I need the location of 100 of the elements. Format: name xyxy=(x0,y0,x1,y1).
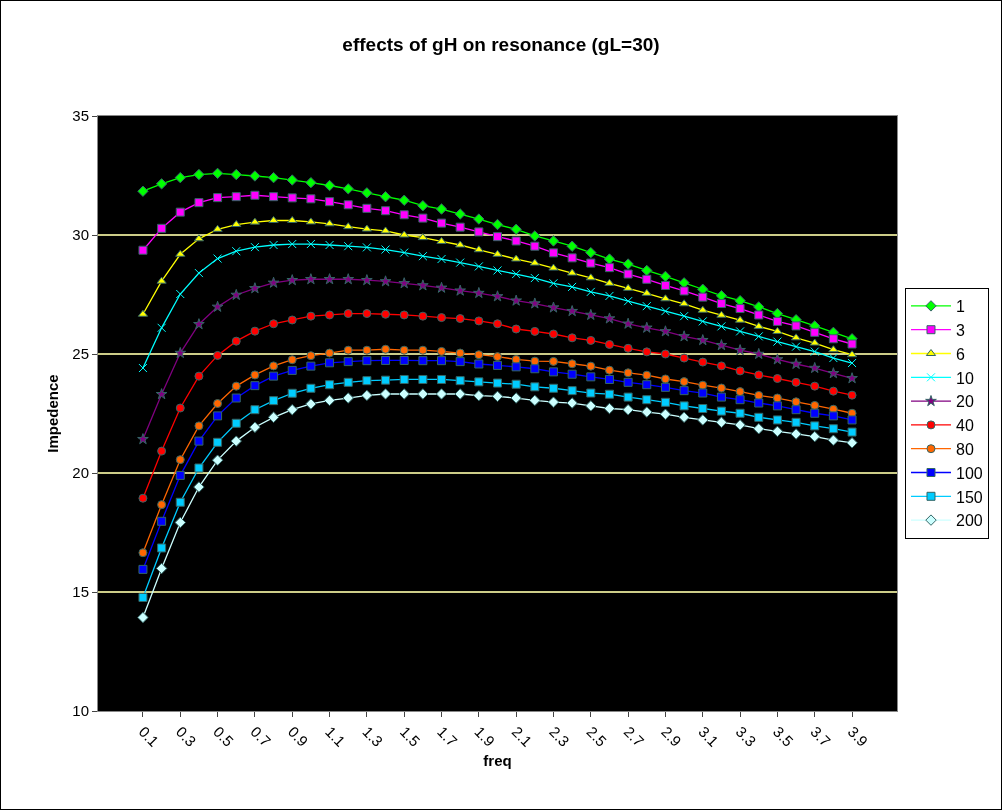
point xyxy=(791,321,801,331)
point xyxy=(361,274,373,286)
x-tick-label: 1.5 xyxy=(396,722,424,750)
point xyxy=(417,200,429,212)
x-tick-label: 0.1 xyxy=(135,722,163,750)
point xyxy=(399,248,409,258)
point xyxy=(548,383,558,393)
point xyxy=(567,253,577,263)
point xyxy=(828,386,838,396)
point xyxy=(455,258,465,268)
point xyxy=(174,516,186,529)
point xyxy=(772,337,782,347)
point xyxy=(567,369,577,379)
point xyxy=(231,381,241,391)
point xyxy=(529,230,541,242)
legend-label: 80 xyxy=(955,440,974,458)
point xyxy=(847,427,857,437)
point xyxy=(696,334,709,346)
point xyxy=(155,178,168,190)
point xyxy=(454,284,467,296)
point xyxy=(585,246,597,259)
point xyxy=(566,240,578,252)
point xyxy=(697,305,708,313)
point xyxy=(660,306,670,316)
point xyxy=(175,289,185,299)
point xyxy=(548,263,559,271)
point xyxy=(810,327,820,337)
point xyxy=(194,371,204,381)
point xyxy=(547,396,560,408)
point xyxy=(548,248,558,258)
chart-title: effects of gH on resonance (gL=30) xyxy=(342,33,660,55)
point xyxy=(250,405,260,415)
point xyxy=(604,263,614,273)
point xyxy=(250,381,260,391)
point xyxy=(249,421,261,433)
point xyxy=(213,399,223,408)
point xyxy=(473,286,485,299)
point xyxy=(138,548,148,558)
x-tick-label: 3.1 xyxy=(695,722,723,750)
point xyxy=(567,333,577,343)
point xyxy=(586,361,596,371)
point xyxy=(846,437,858,449)
point xyxy=(491,290,504,302)
point xyxy=(622,403,634,416)
point xyxy=(828,345,839,353)
point xyxy=(398,388,410,400)
point xyxy=(193,318,205,330)
point xyxy=(493,232,502,242)
point xyxy=(586,388,596,398)
point xyxy=(754,331,764,341)
point xyxy=(698,292,708,302)
point xyxy=(754,370,764,380)
point xyxy=(325,310,335,320)
point xyxy=(772,326,783,334)
point xyxy=(138,245,148,255)
x-tick-label: 1.1 xyxy=(322,722,349,750)
point xyxy=(734,419,746,431)
point xyxy=(790,357,802,370)
point xyxy=(735,387,745,397)
point xyxy=(679,353,689,363)
x-tick-label: 0.3 xyxy=(172,722,200,750)
point xyxy=(325,240,335,250)
point xyxy=(175,470,185,480)
point xyxy=(752,347,765,360)
legend-label: 200 xyxy=(955,512,983,530)
point xyxy=(194,421,204,431)
x-tick-label: 0.5 xyxy=(210,722,237,750)
point xyxy=(418,345,428,355)
point xyxy=(418,356,428,366)
point xyxy=(846,372,858,384)
point xyxy=(791,342,801,352)
point xyxy=(584,308,597,320)
point xyxy=(342,183,354,195)
point xyxy=(156,276,167,284)
point xyxy=(342,273,355,285)
point xyxy=(604,278,615,286)
point xyxy=(323,394,336,407)
point xyxy=(679,311,689,321)
point xyxy=(418,374,428,384)
point xyxy=(586,258,596,268)
point xyxy=(660,280,670,290)
point xyxy=(379,275,392,287)
point xyxy=(473,245,484,253)
point xyxy=(379,388,392,400)
point xyxy=(157,516,167,526)
point xyxy=(325,197,335,207)
point xyxy=(491,390,504,403)
point xyxy=(548,278,558,288)
x-tick-label: 2.5 xyxy=(583,722,611,750)
point xyxy=(230,435,242,447)
point xyxy=(138,564,148,574)
point xyxy=(642,370,652,380)
point xyxy=(212,224,223,232)
point xyxy=(399,355,409,365)
point xyxy=(269,192,279,202)
point xyxy=(231,246,241,256)
point xyxy=(510,223,522,235)
point xyxy=(436,236,447,244)
point xyxy=(437,356,447,366)
point xyxy=(230,168,242,181)
